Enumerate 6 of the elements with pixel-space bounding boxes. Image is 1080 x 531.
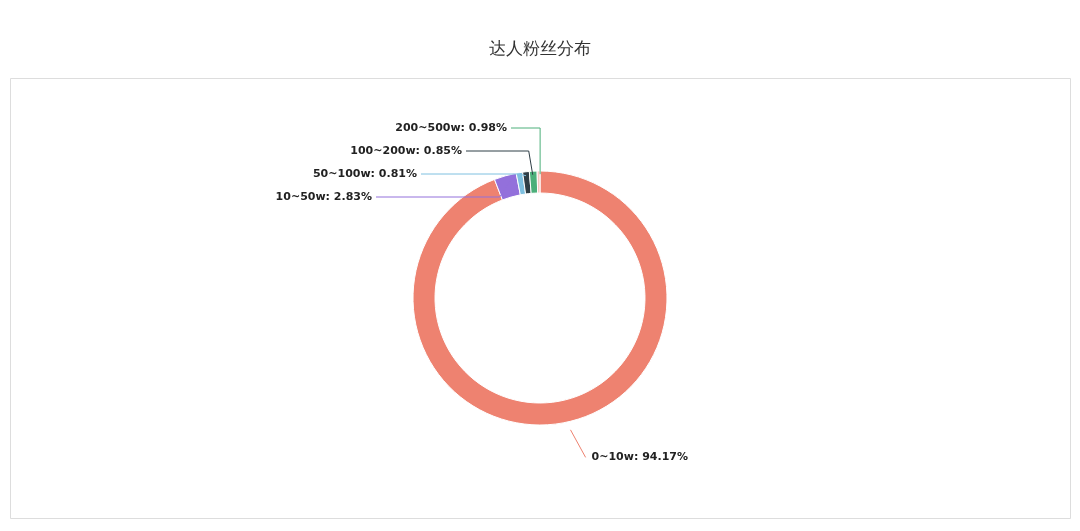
slice-label: 100~200w: 0.85% (350, 144, 462, 157)
slice-label: 10~50w: 2.83% (275, 190, 372, 203)
slice-label: 50~100w: 0.81% (312, 167, 417, 180)
slice-label: 200~500w: 0.98% (395, 121, 507, 134)
chart-title: 达人粉丝分布 (489, 38, 591, 58)
slice-label: 0~10w: 94.17% (591, 450, 688, 464)
